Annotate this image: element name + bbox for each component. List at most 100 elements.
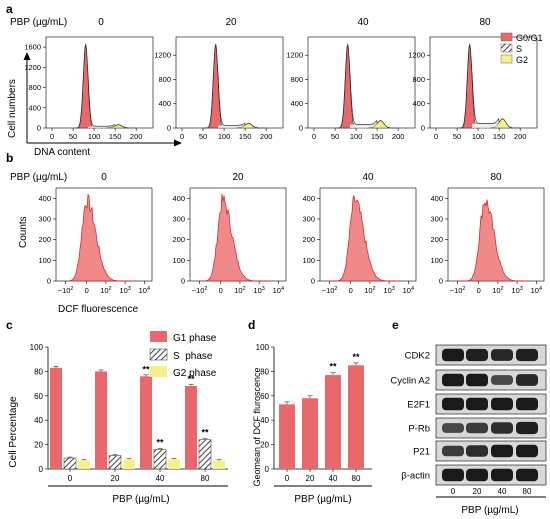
protein-band bbox=[516, 348, 538, 362]
protein-band bbox=[466, 468, 488, 482]
blot-row-p-rb: P-Rb bbox=[408, 417, 547, 439]
y-tick-label: 0 bbox=[181, 277, 185, 286]
dose-label: 0 bbox=[98, 17, 104, 28]
x-tick-label: 103 bbox=[511, 286, 522, 295]
legend-s-swatch bbox=[500, 43, 513, 53]
panel-a-ylabel: Cell numbers bbox=[7, 79, 18, 138]
y-tick-label: 300 bbox=[38, 215, 51, 224]
y-tick-label: 0 bbox=[39, 465, 44, 474]
plot-frame bbox=[55, 187, 153, 282]
y-tick-label: 200 bbox=[430, 235, 443, 244]
y-tick-label: 0 bbox=[299, 124, 303, 133]
x-tick-label: 20 bbox=[306, 474, 315, 483]
x-tick-label: 103 bbox=[383, 286, 394, 295]
protein-band bbox=[466, 445, 488, 457]
lane-dose-label: 20 bbox=[473, 487, 482, 496]
histogram-trace bbox=[457, 43, 521, 129]
protein-band bbox=[466, 373, 488, 387]
y-tick-label: 80 bbox=[260, 367, 269, 376]
bar-dose-0 bbox=[279, 404, 295, 469]
x-tick-label: 104 bbox=[139, 286, 150, 295]
y-tick-label: 200 bbox=[172, 235, 185, 244]
legend-g1-phase-swatch bbox=[150, 331, 167, 342]
protein-band bbox=[516, 374, 538, 386]
y-tick-label: 0 bbox=[167, 124, 171, 133]
panel-c-letter: c bbox=[6, 318, 13, 332]
bar-g2-phase-0 bbox=[78, 460, 90, 469]
protein-label: E2F1 bbox=[407, 400, 430, 411]
histogram-trace bbox=[203, 43, 267, 129]
bar-s-phase-0 bbox=[63, 457, 77, 470]
legend-g1-swatch bbox=[500, 32, 513, 42]
g1-peak bbox=[206, 45, 225, 129]
x-tick-label: 102 bbox=[492, 286, 503, 295]
x-tick-label: 40 bbox=[156, 474, 165, 483]
y-tick-label: 1200 bbox=[24, 63, 41, 72]
bar-g1-phase-20 bbox=[95, 371, 107, 469]
significance-mark: ** bbox=[142, 364, 150, 374]
y-tick-label: 60 bbox=[260, 392, 269, 401]
dose-label: 80 bbox=[490, 172, 502, 183]
x-tick-label: 0 bbox=[285, 474, 290, 483]
x-tick-label: 0 bbox=[219, 286, 223, 295]
protein-label: P21 bbox=[413, 447, 430, 458]
x-tick-label: 40 bbox=[329, 474, 338, 483]
y-tick-label: 400 bbox=[38, 194, 51, 203]
x-tick-label: −102 bbox=[192, 286, 208, 295]
bar-g2-phase-80 bbox=[213, 460, 225, 469]
panel-c-legend: G1 phase S phase G2 phase bbox=[149, 331, 217, 379]
y-tick-label: 400 bbox=[28, 103, 41, 112]
protein-band bbox=[516, 468, 538, 482]
protein-band bbox=[516, 397, 538, 411]
panel-c-cell-percentage-chart: c Cell Percentage 0 20 40 60 80 100 0 20 40 80 ** *… bbox=[6, 318, 228, 505]
blot-row--actin: β-actin bbox=[401, 464, 547, 486]
bar-s-phase-80 bbox=[198, 439, 212, 470]
y-tick-label: 400 bbox=[430, 194, 443, 203]
x-tick-label: 103 bbox=[253, 286, 264, 295]
bar-g2-phase-20 bbox=[123, 459, 135, 469]
panel-d-dcf-geomean-chart: d Geomean of DCF fluroscence 0 20 40 60 80 10… bbox=[248, 318, 372, 505]
dose-label: 20 bbox=[232, 172, 244, 183]
panel-e-letter: e bbox=[392, 318, 399, 332]
legend-s-phase-swatch bbox=[149, 348, 168, 361]
panel-b-condition-label: PBP (µg/mL) bbox=[10, 172, 67, 183]
y-tick-label: 100 bbox=[302, 256, 315, 265]
protein-band bbox=[442, 348, 464, 362]
blot-row-cdk2: CDK2 bbox=[405, 344, 547, 366]
protein-band bbox=[466, 397, 488, 411]
y-tick-label: 300 bbox=[302, 215, 315, 224]
y-tick-label: 0 bbox=[439, 277, 443, 286]
x-tick-label: 150 bbox=[493, 132, 506, 141]
g1-peak bbox=[338, 45, 357, 129]
y-tick-label: 800 bbox=[412, 75, 425, 84]
plot-frame bbox=[307, 36, 416, 129]
plot-frame bbox=[175, 36, 284, 129]
panel-a-condition-label: PBP (µg/mL) bbox=[10, 17, 67, 28]
y-tick-label: 100 bbox=[30, 343, 44, 352]
x-tick-label: 0 bbox=[477, 286, 481, 295]
protein-band bbox=[466, 348, 488, 362]
legend-g2-phase-label: G2 phase bbox=[173, 368, 217, 379]
y-tick-label: 20 bbox=[260, 441, 269, 450]
legend-g2-swatch bbox=[500, 54, 513, 64]
x-tick-label: 200 bbox=[260, 132, 273, 141]
x-tick-label: 100 bbox=[350, 132, 363, 141]
dcf-histogram-dose-0: 0 0 100 200 300 400 −102 0 102 103 104 bbox=[38, 172, 153, 295]
protein-band bbox=[491, 444, 513, 458]
plot-frame bbox=[45, 36, 154, 129]
dose-label: 80 bbox=[479, 17, 491, 28]
fluorescence-histogram bbox=[66, 193, 138, 282]
blot-row-cyclin-a2: Cyclin A2 bbox=[390, 369, 547, 391]
y-tick-label: 800 bbox=[28, 83, 41, 92]
lane-dose-label: 40 bbox=[498, 487, 507, 496]
x-tick-label: 0 bbox=[68, 474, 73, 483]
protein-label: β-actin bbox=[401, 471, 430, 482]
y-tick-label: 800 bbox=[158, 75, 171, 84]
y-tick-label: 400 bbox=[290, 99, 303, 108]
panel-a-y-arrowhead bbox=[23, 52, 31, 60]
legend-s-label: S bbox=[516, 44, 522, 54]
protein-band bbox=[516, 444, 538, 458]
